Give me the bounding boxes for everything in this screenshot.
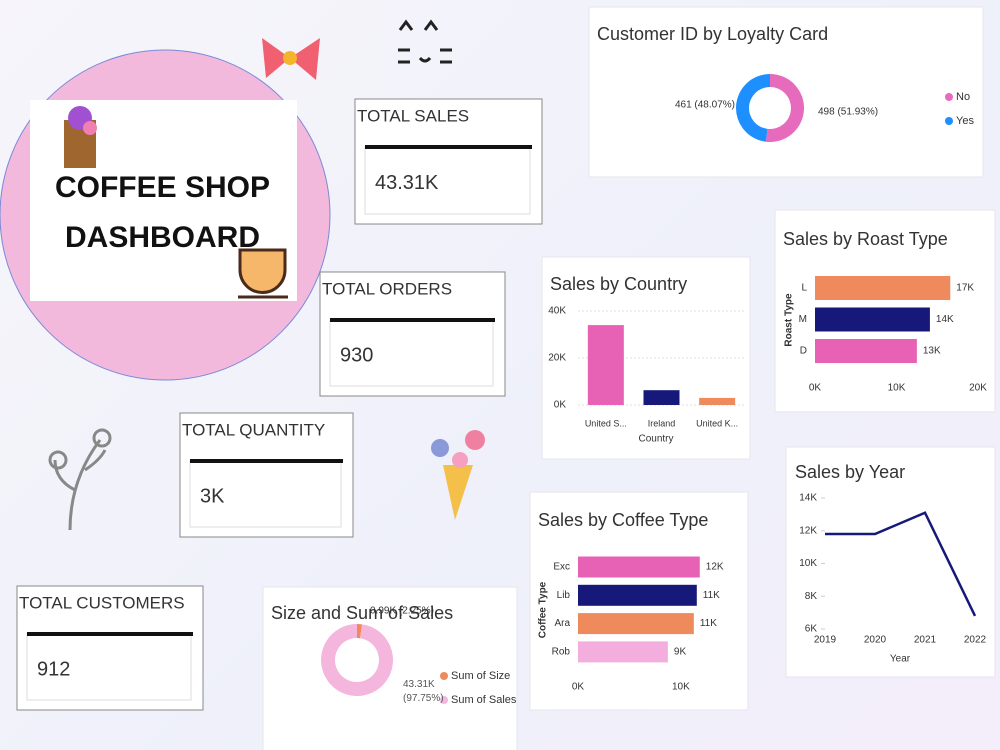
y-tick-label: 8K [805, 591, 818, 602]
card-inner [189, 460, 342, 528]
x-tick-label: Ireland [648, 418, 676, 428]
chart-title: Size and Sum of Sales [271, 603, 453, 623]
y-tick-label: M [799, 314, 807, 325]
bouquet-icon [431, 430, 485, 520]
legend-label: No [956, 91, 970, 103]
bar-value-label: 13K [923, 346, 941, 357]
donut-slice [736, 74, 770, 142]
chart-title: Sales by Year [795, 462, 905, 482]
card-inner [364, 146, 531, 215]
x-tick-label: 0K [809, 383, 822, 394]
chart-title: Sales by Coffee Type [538, 510, 708, 530]
x-axis-label: Year [890, 654, 911, 665]
bar [643, 390, 680, 405]
x-tick-label: 2022 [964, 635, 987, 646]
y-tick-label: 20K [548, 353, 566, 364]
x-tick-label: United S... [585, 418, 627, 428]
donut-slice [765, 74, 805, 142]
card-label: TOTAL QUANTITY [182, 420, 325, 439]
bar-value-label: 11K [703, 590, 720, 601]
bar-value-label: 12K [706, 562, 724, 573]
y-tick-label: 0K [554, 400, 567, 411]
legend-swatch [945, 117, 953, 125]
donut-slice [321, 624, 394, 696]
y-axis-label: Coffee Type [538, 581, 549, 638]
card-value: 930 [340, 344, 373, 366]
x-tick-label: 10K [672, 682, 690, 693]
card-value: 3K [200, 485, 225, 507]
legend-swatch [945, 93, 953, 101]
flower-sketch-icon [48, 428, 112, 531]
bar-value-label: 11K [700, 618, 717, 629]
y-tick-label: 6K [805, 624, 818, 635]
bar [587, 325, 624, 405]
legend-swatch [440, 672, 448, 680]
y-tick-label: Exc [553, 562, 570, 573]
bar [815, 339, 917, 363]
x-tick-label: United K... [696, 418, 738, 428]
chart-title: Customer ID by Loyalty Card [597, 24, 828, 44]
x-tick-label: 20K [969, 383, 987, 394]
x-tick-label: 2020 [864, 635, 887, 646]
cat-face-icon [398, 19, 452, 64]
x-axis-label: Country [638, 434, 673, 445]
y-tick-label: 12K [799, 525, 817, 536]
bar-value-label: 17K [956, 283, 974, 294]
y-tick-label: Ara [554, 618, 570, 629]
dashboard-title: COFFEE SHOP DASHBOARD [54, 171, 271, 254]
bar [578, 556, 700, 578]
x-tick-label: 0K [572, 682, 585, 693]
bar [699, 397, 736, 405]
x-tick-label: 2021 [914, 635, 937, 646]
legend-label: Sum of Sales [451, 694, 517, 706]
bar-value-label: 9K [674, 647, 687, 658]
slice-label: 43.31K (97.75%) [403, 679, 444, 704]
card-label: TOTAL CUSTOMERS [19, 593, 185, 612]
card-label: TOTAL SALES [357, 106, 469, 125]
y-tick-label: Lib [557, 590, 571, 601]
x-tick-label: 10K [888, 383, 906, 394]
slice-label: 0.99K (2.25%) [370, 606, 434, 617]
bar [815, 307, 930, 332]
y-tick-label: 40K [548, 306, 566, 317]
x-tick-label: 2019 [814, 635, 837, 646]
y-tick-label: Rob [552, 647, 571, 658]
chart-panel [785, 446, 996, 678]
legend-label: Yes [956, 115, 974, 127]
chart-title: Sales by Country [550, 274, 687, 294]
card-label: TOTAL ORDERS [322, 279, 452, 298]
bar [578, 641, 668, 663]
legend-swatch [440, 696, 448, 704]
bow-icon [262, 38, 320, 80]
y-tick-label: L [801, 283, 807, 294]
y-tick-label: 14K [799, 493, 817, 504]
bar [815, 276, 951, 300]
slice-label: 498 (51.93%) [818, 107, 878, 118]
cup-icon [238, 248, 288, 299]
line-series [825, 511, 977, 617]
basket-icon [64, 106, 97, 168]
bar [578, 584, 697, 606]
bar [578, 613, 694, 635]
card-value: 43.31K [375, 172, 439, 194]
donut-slice [357, 624, 363, 639]
legend-label: Sum of Size [451, 670, 510, 682]
card-value: 912 [37, 658, 70, 680]
slice-label: 461 (48.07%) [675, 100, 735, 111]
y-tick-label: 10K [799, 558, 817, 569]
bar-value-label: 14K [936, 314, 954, 325]
y-tick-label: D [800, 346, 807, 357]
y-axis-label: Roast Type [784, 293, 795, 347]
chart-title: Sales by Roast Type [783, 229, 948, 249]
card-inner [26, 633, 192, 701]
